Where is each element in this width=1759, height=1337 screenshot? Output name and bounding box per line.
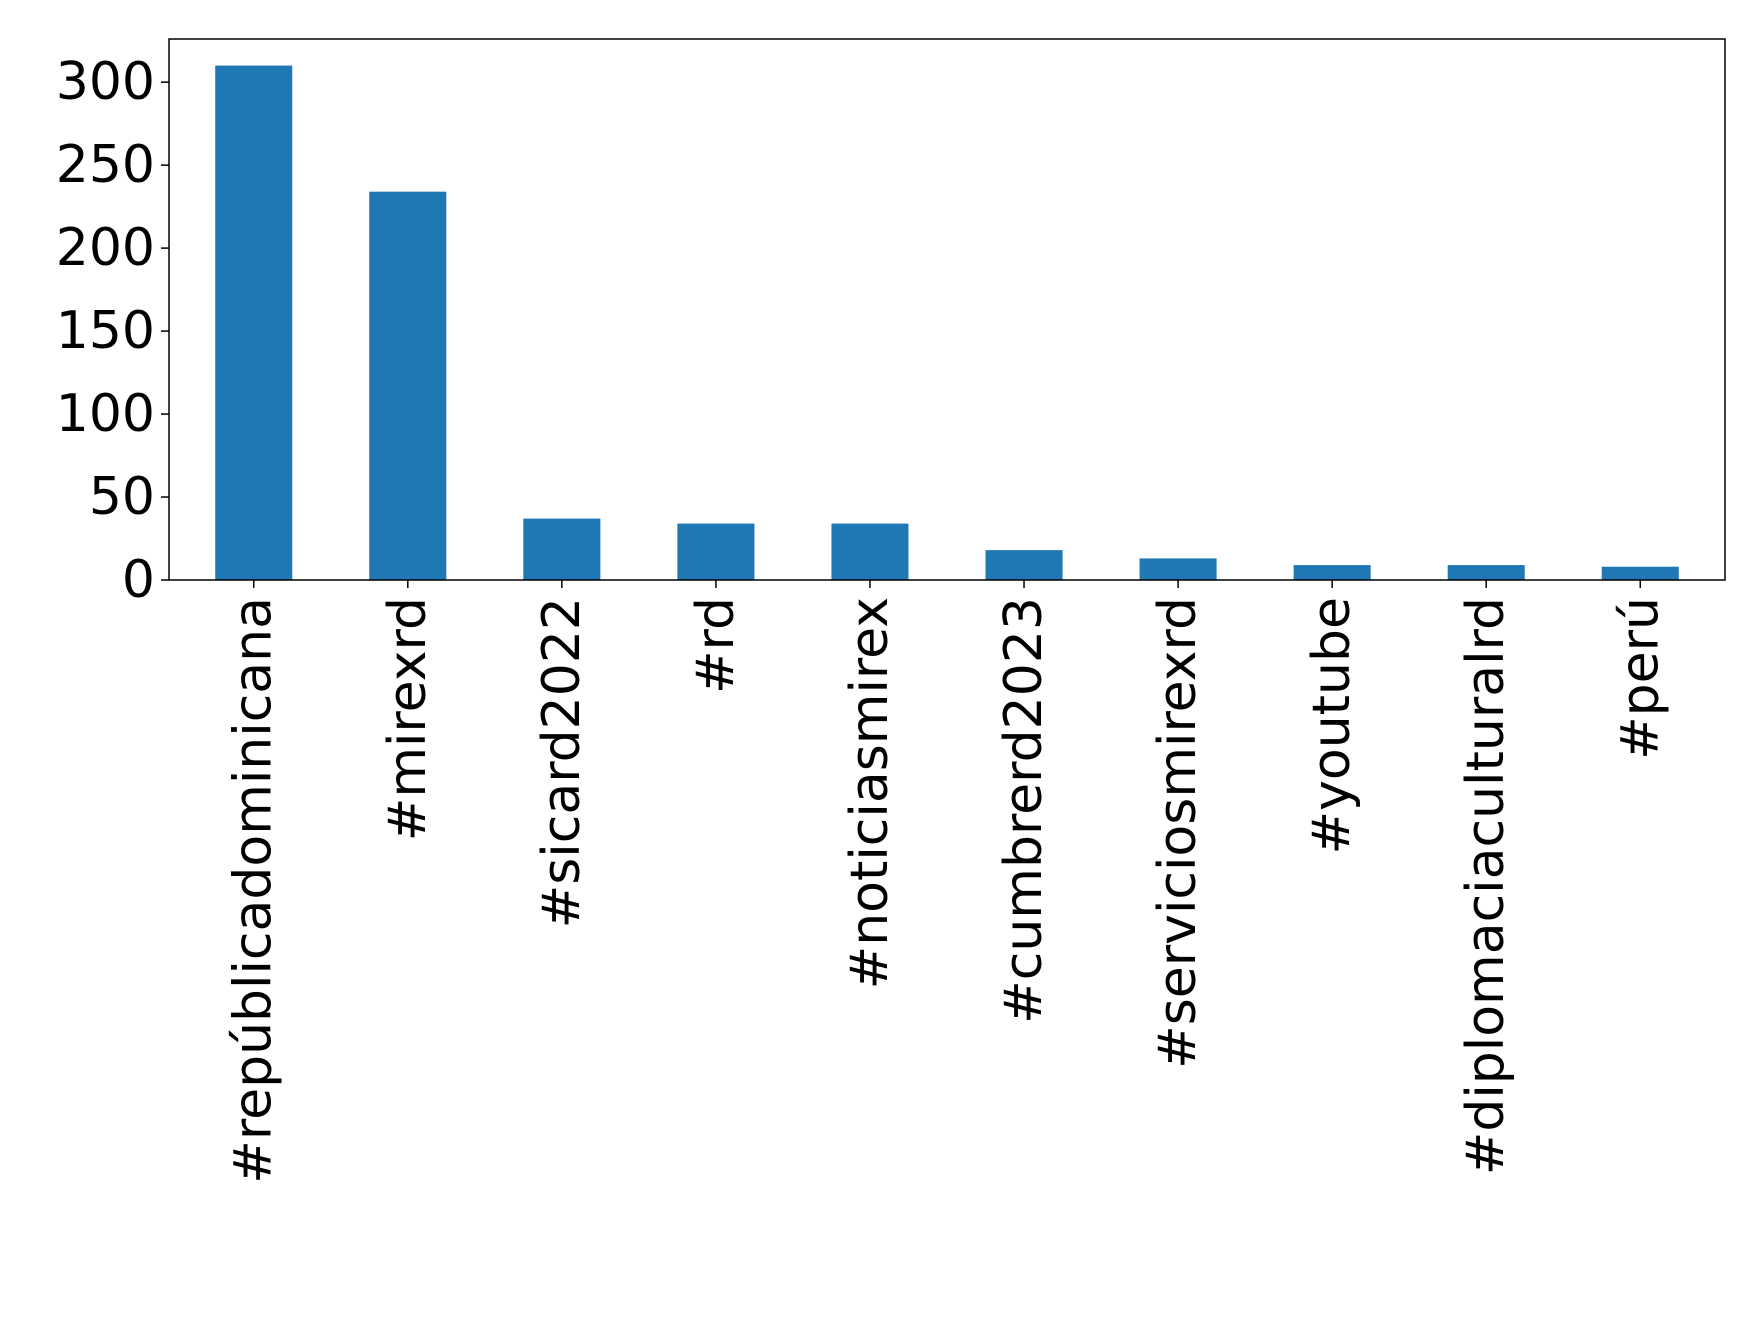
x-tick-label: #sicard2022 [532,597,592,928]
x-tick-label: #repúblicadominicana [224,597,284,1184]
x-tick-label: #youtube [1302,597,1362,854]
x-axis: #repúblicadominicana #mirexrd #sicard2022 #… [224,580,1670,1184]
y-tick-label: 150 [56,301,155,361]
y-tick-label: 50 [89,467,155,527]
y-tick-label: 100 [56,384,155,444]
bar [831,523,909,580]
bar [985,550,1063,580]
bar [1139,558,1217,580]
bar [523,518,601,580]
x-tick-label: #serviciosmirexrd [1148,597,1208,1069]
x-tick-label: #diplomaciaculturalrd [1456,597,1516,1175]
bar [1601,566,1679,580]
y-tick-label: 250 [56,135,155,195]
y-tick-label: 200 [56,218,155,278]
bar [1447,565,1525,580]
bar [215,65,293,581]
x-tick-label: #rd [686,597,746,694]
x-tick-label: #perú [1610,597,1670,760]
y-tick-label: 300 [56,52,155,112]
x-tick-label: #mirexrd [378,597,438,841]
plot-frame [168,38,1726,581]
bar [1293,565,1371,580]
x-tick-label: #cumbrerd2023 [994,597,1054,1024]
y-tick-label: 0 [122,550,155,610]
bar [677,523,755,580]
bars-group [215,65,1679,581]
bar [369,191,447,580]
x-tick-label: #noticiasmirex [840,597,900,989]
y-axis: 0 50 100 150 200 250 300 [56,52,169,610]
